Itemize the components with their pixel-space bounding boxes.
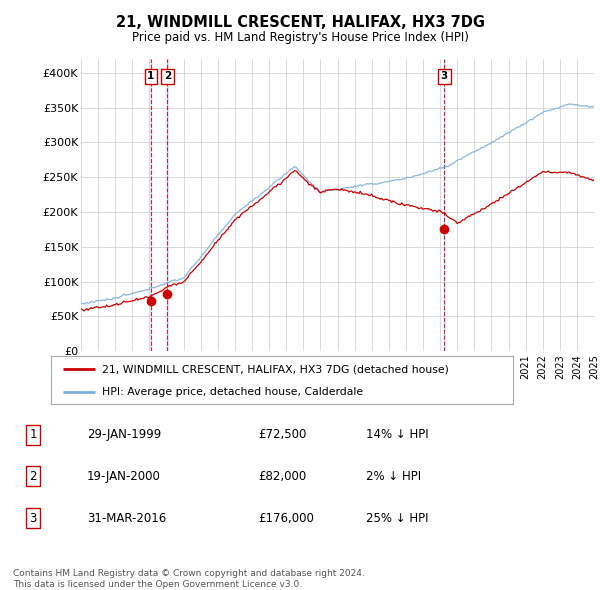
Text: £82,000: £82,000 (258, 470, 306, 483)
Text: 2: 2 (164, 71, 171, 81)
Text: 31-MAR-2016: 31-MAR-2016 (87, 512, 166, 525)
Text: 21, WINDMILL CRESCENT, HALIFAX, HX3 7DG: 21, WINDMILL CRESCENT, HALIFAX, HX3 7DG (115, 15, 485, 30)
Text: 3: 3 (441, 71, 448, 81)
Text: HPI: Average price, detached house, Calderdale: HPI: Average price, detached house, Cald… (102, 387, 363, 397)
Bar (150, 59, 151, 351)
Text: 2: 2 (29, 470, 37, 483)
Text: 3: 3 (29, 512, 37, 525)
Text: £72,500: £72,500 (258, 428, 307, 441)
Text: 19-JAN-2000: 19-JAN-2000 (87, 470, 161, 483)
Text: 1: 1 (29, 428, 37, 441)
Bar (444, 59, 445, 351)
Text: £176,000: £176,000 (258, 512, 314, 525)
Text: 21, WINDMILL CRESCENT, HALIFAX, HX3 7DG (detached house): 21, WINDMILL CRESCENT, HALIFAX, HX3 7DG … (102, 364, 449, 374)
Text: 25% ↓ HPI: 25% ↓ HPI (366, 512, 428, 525)
Text: Price paid vs. HM Land Registry's House Price Index (HPI): Price paid vs. HM Land Registry's House … (131, 31, 469, 44)
Bar (167, 59, 168, 351)
Text: Contains HM Land Registry data © Crown copyright and database right 2024.
This d: Contains HM Land Registry data © Crown c… (13, 569, 365, 589)
Text: 14% ↓ HPI: 14% ↓ HPI (366, 428, 428, 441)
Text: 1: 1 (147, 71, 154, 81)
Text: 29-JAN-1999: 29-JAN-1999 (87, 428, 161, 441)
Text: 2% ↓ HPI: 2% ↓ HPI (366, 470, 421, 483)
